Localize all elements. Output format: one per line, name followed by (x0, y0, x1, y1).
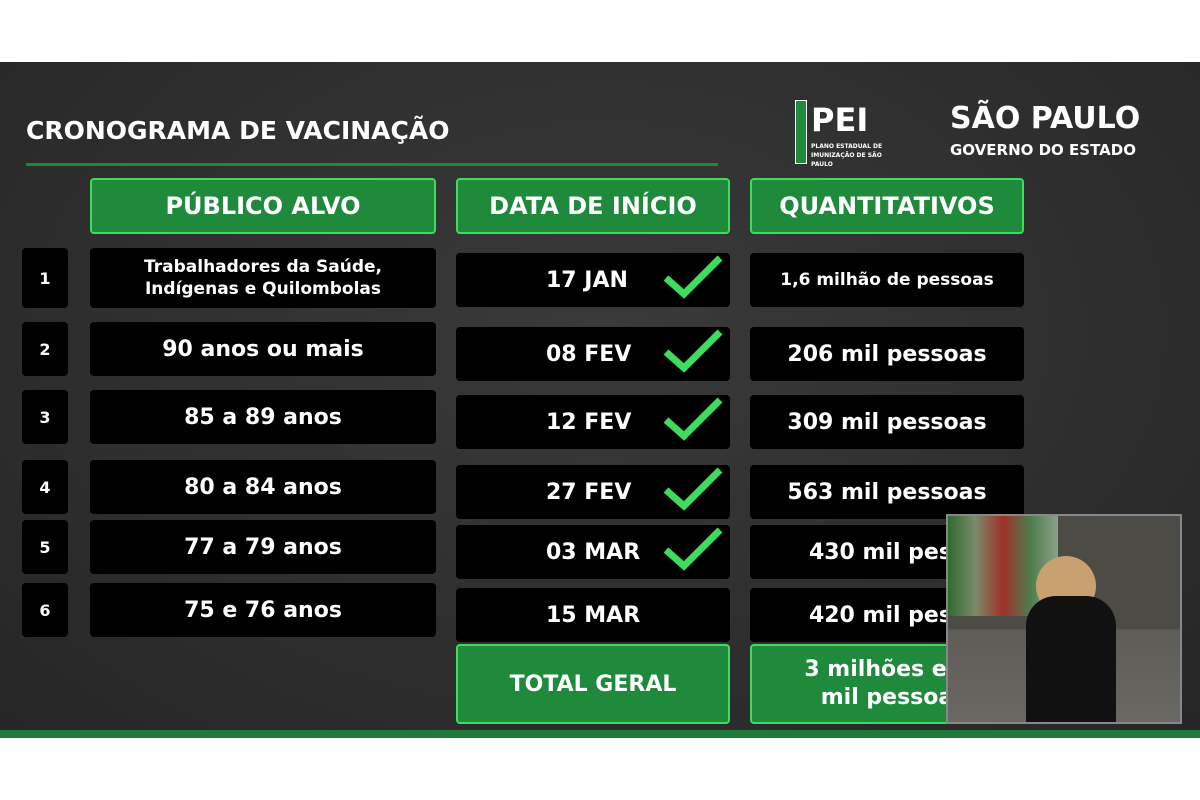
quantitativo-cell: 563 mil pessoas (750, 465, 1024, 519)
publico-cell: Trabalhadores da Saúde, Indígenas e Quil… (90, 248, 436, 308)
pei-text: PEI (811, 101, 869, 139)
sp-text: SÃO PAULO (950, 101, 1141, 136)
data-cell: 03 MAR (456, 525, 730, 579)
sign-language-interpreter-video (946, 514, 1182, 724)
publico-cell: 77 a 79 anos (90, 520, 436, 574)
row-number: 6 (22, 583, 68, 637)
pei-logo: PEI PLANO ESTADUAL DE IMUNIZAÇÃO DE SÃO … (795, 100, 895, 169)
bottom-bar (0, 730, 1200, 738)
total-line1: 3 milhões e 5 (804, 657, 970, 682)
publico-cell: 90 anos ou mais (90, 322, 436, 376)
row-number: 1 (22, 248, 68, 308)
total-line2: mil pessoa (820, 685, 954, 710)
row-number: 4 (22, 460, 68, 514)
total-label: TOTAL GERAL (456, 644, 730, 724)
check-icon (663, 255, 723, 299)
header-quantitativos: QUANTITATIVOS (750, 178, 1024, 234)
publico-cell: 80 a 84 anos (90, 460, 436, 514)
header-publico: PÚBLICO ALVO (90, 178, 436, 234)
check-icon (663, 329, 723, 373)
check-icon (663, 397, 723, 441)
pei-subtext: PLANO ESTADUAL DE IMUNIZAÇÃO DE SÃO PAUL… (811, 143, 883, 168)
publico-cell: 85 a 89 anos (90, 390, 436, 444)
slide-title: CRONOGRAMA DE VACINAÇÃO (26, 116, 450, 145)
divider (26, 163, 718, 166)
data-cell: 15 MAR (456, 588, 730, 642)
quantitativo-cell: 206 mil pessoas (750, 327, 1024, 381)
publico-cell: 75 e 76 anos (90, 583, 436, 637)
quantitativo-cell: 309 mil pessoas (750, 395, 1024, 449)
row-number: 3 (22, 390, 68, 444)
row-number: 2 (22, 322, 68, 376)
check-icon (663, 467, 723, 511)
header-data: DATA DE INÍCIO (456, 178, 730, 234)
sp-subtext: GOVERNO DO ESTADO (950, 141, 1136, 159)
row-number: 5 (22, 520, 68, 574)
check-icon (663, 527, 723, 571)
quantitativo-cell: 1,6 milhão de pessoas (750, 253, 1024, 307)
sao-paulo-logo: SÃO PAULO GOVERNO DO ESTADO (950, 100, 1140, 160)
